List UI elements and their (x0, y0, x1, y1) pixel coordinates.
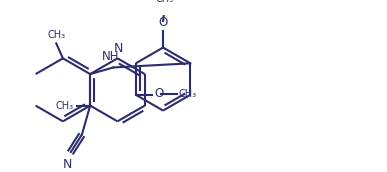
Text: O: O (154, 88, 163, 100)
Text: CH₃: CH₃ (156, 0, 174, 4)
Text: N: N (114, 42, 123, 55)
Text: O: O (158, 16, 168, 29)
Text: CH₃: CH₃ (55, 101, 74, 111)
Text: N: N (63, 158, 72, 171)
Text: CH₃: CH₃ (179, 89, 197, 99)
Text: CH₃: CH₃ (47, 30, 65, 40)
Text: NH: NH (102, 50, 120, 63)
